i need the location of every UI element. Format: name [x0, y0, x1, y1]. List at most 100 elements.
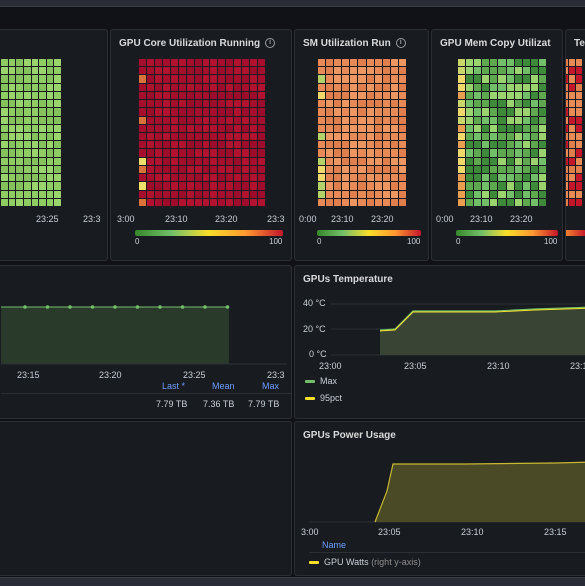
heatmap-cell [170, 67, 178, 75]
heatmap-cell [258, 75, 265, 83]
heatmap-cell [374, 182, 382, 190]
heatmap-cell [522, 91, 530, 100]
heatmap-cell [234, 124, 242, 132]
legend-header-name[interactable]: Name [322, 540, 347, 550]
heatmap-cell [146, 91, 154, 100]
gpus-power-usage-panel[interactable]: GPUs Power Usage 3:00 23:05 23:10 23:15 … [294, 421, 585, 576]
heatmap-cell [186, 116, 194, 124]
heatmap-cell [576, 149, 582, 157]
heatmap-cell [234, 67, 242, 75]
heatmap-cell [514, 149, 522, 157]
heatmap-cell [382, 83, 390, 91]
heatmap-cell [1, 198, 8, 206]
heatmap-cell [498, 108, 506, 116]
empty-panel[interactable] [0, 421, 292, 576]
heatmap-cell [16, 157, 23, 165]
sm-utilization-panel[interactable]: SM Utilization Run i 0:00 23:10 23:20 0 1… [294, 29, 429, 261]
heatmap-cell [54, 198, 61, 206]
heatmap-cell [170, 116, 178, 124]
heatmap-cell [8, 198, 16, 206]
heatmap-cell [210, 67, 218, 75]
heatmap-cell [466, 190, 474, 198]
legend-item-gpu-watts[interactable]: GPU Watts (right y-axis) [309, 557, 421, 567]
heatmap-cell [334, 157, 342, 165]
legend-header-max[interactable]: Max [262, 381, 280, 391]
heatmap-cell [506, 59, 514, 67]
legend-header-mean[interactable]: Mean [212, 381, 235, 391]
heatmap-cell [218, 108, 226, 116]
heatmap-cell [318, 165, 326, 174]
heatmap-cell [16, 198, 23, 206]
heatmap-cell [334, 124, 342, 132]
heatmap-cell [522, 100, 530, 108]
heatmap-cell [1, 133, 8, 141]
heatmap-cell [482, 100, 490, 108]
memory-usage-panel[interactable]: 23:15 23:20 23:25 23:3 Last * Mean Max 7… [0, 265, 292, 419]
heatmap-cell [474, 157, 482, 165]
heatmap-cell [54, 59, 61, 67]
heatmap-cell [154, 165, 162, 174]
heatmap-cell [390, 190, 398, 198]
heatmap-cell [318, 67, 326, 75]
heatmap-cell [39, 133, 46, 141]
heatmap-cell [358, 91, 366, 100]
gpu-mem-copy-utilization-panel[interactable]: GPU Mem Copy Utilizat 0:00 23:10 23:20 0… [431, 29, 563, 261]
heatmap-cell [318, 100, 326, 108]
x-tick: 23:20 [510, 214, 533, 224]
heatmap-cell [154, 91, 162, 100]
heatmap-cell [242, 190, 250, 198]
heatmap-cell [162, 83, 170, 91]
gpu-core-utilization-panel[interactable]: GPU Core Utilization Running i 3:00 23:10… [110, 29, 292, 261]
legend-value-mean: 7.36 TB [203, 399, 235, 409]
heatmap-cell [358, 141, 366, 149]
heatmap-cell [226, 141, 234, 149]
heatmap-cell [258, 182, 265, 190]
memory-point [135, 305, 140, 309]
legend-item-max[interactable]: Max [305, 376, 337, 386]
heatmap-cell [146, 174, 154, 182]
heatmap-cell [569, 100, 575, 108]
heatmap-cell [31, 83, 39, 91]
heatmap-cell [350, 124, 358, 132]
heatmap-cell [46, 141, 54, 149]
heatmap-cell [258, 141, 265, 149]
heatmap-cell [522, 141, 530, 149]
heatmap-cell [382, 141, 390, 149]
heatmap-cell [538, 198, 546, 206]
heatmap-cell [382, 174, 390, 182]
heatmap-cell [46, 190, 54, 198]
heatmap-cell [16, 75, 23, 83]
heatmap-cell [538, 141, 546, 149]
heatmap-cell [569, 149, 575, 157]
heatmap-cell [39, 141, 46, 149]
heatmap-cell [334, 165, 342, 174]
legend-header-last[interactable]: Last * [162, 381, 186, 391]
heatmap-cell [8, 190, 16, 198]
te-panel[interactable]: Te [565, 29, 585, 261]
heatmap-cell [458, 91, 466, 100]
heatmap-cell [258, 67, 265, 75]
heatmap-cell [358, 83, 366, 91]
heatmap-cell [358, 59, 366, 67]
heatmap-panel-left[interactable]: 23:25 23:3 [0, 29, 108, 261]
heatmap-cell [210, 91, 218, 100]
heatmap-cell [350, 165, 358, 174]
gpus-temperature-panel[interactable]: GPUs Temperature 40 °C 20 °C 0 °C 23:00 … [294, 265, 585, 419]
info-icon[interactable]: i [395, 38, 406, 49]
heatmap-cell [390, 100, 398, 108]
heatmap-cell [458, 133, 466, 141]
heatmap-cell [250, 133, 258, 141]
heatmap-cell [326, 182, 334, 190]
heatmap-cell [334, 198, 342, 206]
legend-item-95pct[interactable]: 95pct [305, 393, 342, 403]
heatmap-cell [382, 149, 390, 157]
info-icon[interactable]: i [265, 38, 276, 49]
heatmap-cell [162, 116, 170, 124]
heatmap-cell [474, 83, 482, 91]
x-tick: 23:25 [183, 370, 206, 380]
heatmap-cell [482, 157, 490, 165]
heatmap-cell [382, 91, 390, 100]
heatmap-cell [46, 100, 54, 108]
heatmap-cell [514, 182, 522, 190]
heatmap-cell [482, 59, 490, 67]
